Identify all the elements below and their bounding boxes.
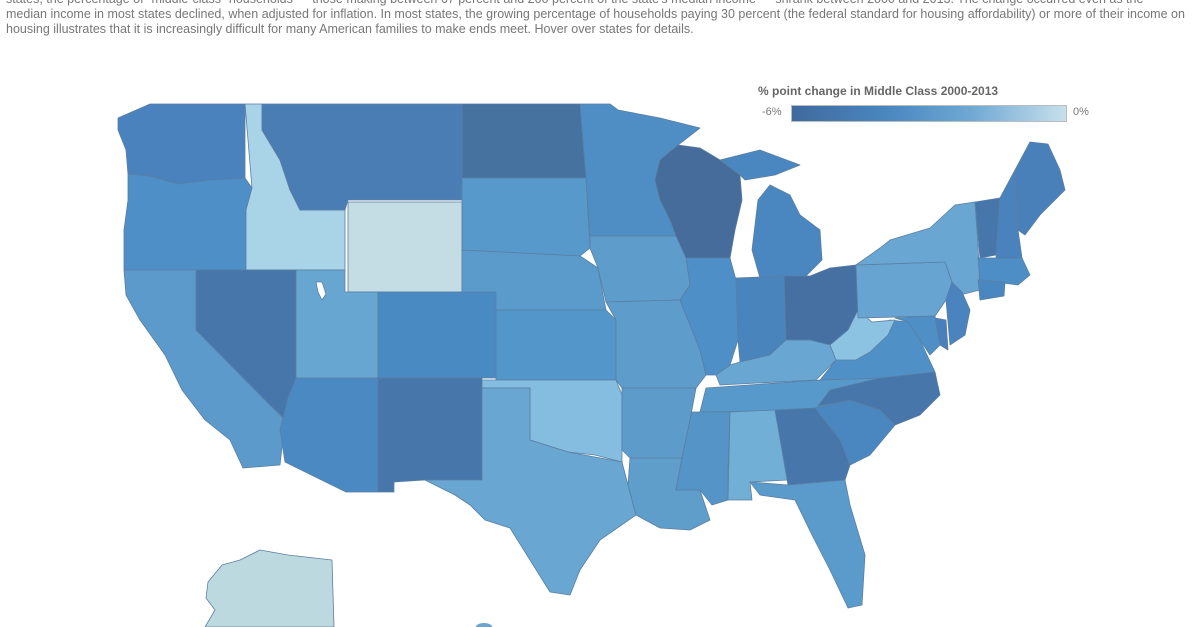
state-new-jersey[interactable] — [945, 281, 971, 346]
state-pennsylvania[interactable] — [855, 261, 953, 319]
state-new-mexico[interactable] — [377, 377, 483, 493]
great-salt-lake — [315, 281, 327, 301]
state-arizona[interactable] — [279, 377, 379, 493]
state-massachusetts[interactable] — [977, 257, 1031, 286]
state-delaware[interactable] — [934, 317, 949, 351]
state-florida[interactable] — [749, 479, 866, 609]
state-iowa[interactable] — [589, 235, 691, 303]
state-kentucky[interactable] — [715, 339, 837, 386]
state-maine[interactable] — [1014, 141, 1066, 236]
state-new-york[interactable] — [855, 201, 981, 296]
state-north-dakota[interactable] — [461, 103, 587, 179]
legend-min-label: -6% — [762, 106, 782, 118]
state-texas[interactable] — [424, 387, 637, 596]
legend-max-label: 0% — [1073, 106, 1089, 118]
state-south-dakota[interactable] — [461, 177, 591, 257]
state-michigan[interactable] — [719, 149, 823, 279]
legend-title: % point change in Middle Class 2000-2013 — [758, 84, 999, 98]
state-hawaii-fragment[interactable] — [476, 623, 492, 627]
state-connecticut[interactable] — [977, 279, 1006, 301]
state-new-hampshire[interactable] — [995, 169, 1023, 259]
intro-text: states, the percentage of "middle-class"… — [6, 0, 1185, 36]
state-wisconsin[interactable] — [654, 144, 743, 259]
state-west-virginia[interactable] — [829, 309, 896, 361]
state-kansas[interactable] — [495, 309, 617, 381]
state-colorado[interactable] — [377, 291, 497, 379]
state-alaska[interactable] — [204, 549, 335, 627]
state-maryland[interactable] — [894, 315, 941, 356]
state-oregon[interactable] — [123, 173, 253, 271]
state-washington[interactable] — [117, 103, 246, 185]
state-montana[interactable] — [261, 103, 463, 211]
state-illinois[interactable] — [679, 257, 739, 376]
state-wyoming[interactable] — [347, 201, 463, 293]
legend-color-ramp — [791, 105, 1067, 122]
